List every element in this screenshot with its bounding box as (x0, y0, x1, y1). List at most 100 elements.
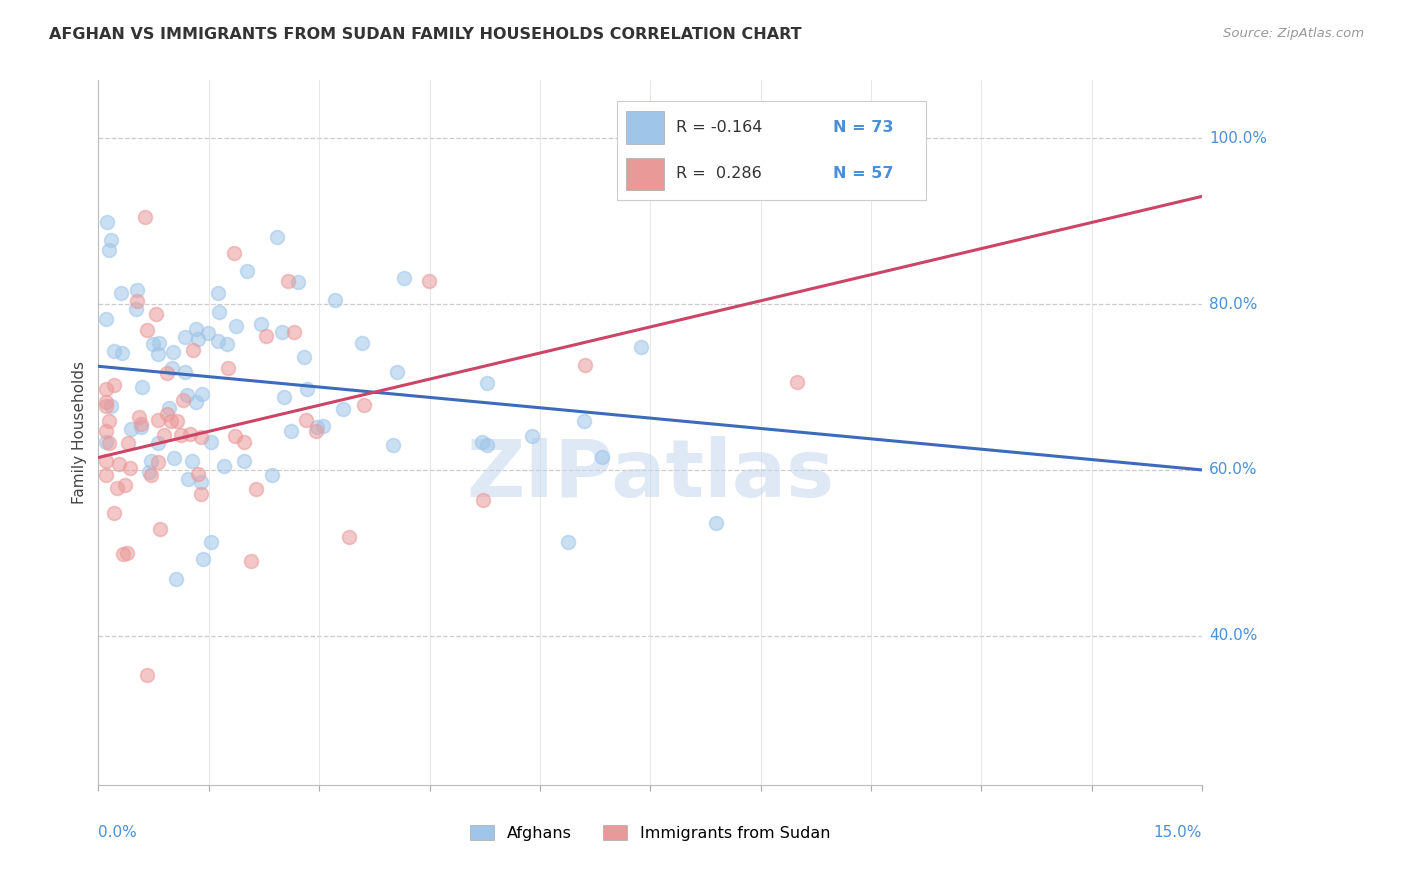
Text: 100.0%: 100.0% (1209, 131, 1267, 145)
Point (94, 424, 117, 438)
Point (574, 359, 596, 373)
Point (124, 302, 146, 317)
Point (208, 304, 231, 318)
Point (212, 459, 235, 474)
Point (105, 481, 128, 495)
Text: 15.0%: 15.0% (1154, 825, 1202, 840)
Point (283, 325, 305, 339)
Point (103, 377, 125, 392)
Point (149, 522, 172, 536)
Point (307, 420, 329, 434)
Point (385, 365, 408, 379)
Point (114, 478, 136, 492)
Text: 60.0%: 60.0% (1209, 462, 1257, 477)
Point (207, 285, 229, 300)
Point (139, 454, 162, 468)
Point (630, 340, 652, 354)
Point (266, 230, 288, 244)
Point (156, 408, 179, 422)
Point (100, 400, 122, 414)
Point (146, 455, 169, 469)
Point (129, 419, 152, 434)
Point (337, 530, 360, 544)
Point (94, 468, 117, 483)
Point (94, 434, 117, 449)
Point (557, 535, 579, 549)
Point (260, 468, 283, 483)
Point (94, 399, 117, 413)
Point (225, 319, 247, 334)
Point (96, 214, 118, 228)
Point (173, 365, 195, 379)
Point (392, 271, 415, 285)
Text: AFGHAN VS IMMIGRANTS FROM SUDAN FAMILY HOUSEHOLDS CORRELATION CHART: AFGHAN VS IMMIGRANTS FROM SUDAN FAMILY H… (49, 27, 801, 42)
Point (156, 366, 179, 380)
Legend: Afghans, Immigrants from Sudan: Afghans, Immigrants from Sudan (464, 819, 837, 847)
Point (103, 344, 125, 359)
Point (170, 428, 193, 442)
Point (166, 414, 188, 428)
Point (110, 346, 132, 360)
Point (292, 350, 315, 364)
Point (332, 401, 354, 416)
Point (142, 337, 165, 351)
Point (190, 475, 212, 489)
Point (160, 361, 183, 376)
Point (94, 382, 117, 396)
Point (184, 322, 207, 336)
Point (120, 422, 142, 436)
Point (193, 551, 215, 566)
Point (117, 436, 139, 450)
Point (107, 457, 129, 471)
Y-axis label: Family Households: Family Households (72, 361, 87, 504)
Point (94, 454, 117, 468)
Point (134, 210, 156, 224)
Point (217, 361, 239, 376)
Point (222, 245, 245, 260)
Point (187, 332, 209, 346)
Point (181, 343, 204, 358)
Point (245, 483, 267, 497)
Point (280, 424, 302, 438)
Point (786, 375, 808, 389)
Point (148, 436, 170, 450)
Point (312, 419, 335, 434)
Point (295, 382, 318, 396)
Point (153, 428, 176, 442)
Point (98, 244, 121, 258)
Point (191, 386, 214, 401)
Point (190, 487, 212, 501)
Point (187, 467, 209, 482)
Point (471, 493, 494, 508)
Point (176, 388, 198, 402)
Point (177, 472, 200, 486)
Point (131, 379, 153, 393)
Point (591, 450, 613, 464)
Point (475, 437, 498, 451)
Point (477, 376, 499, 391)
Point (138, 465, 160, 479)
Point (135, 668, 157, 682)
Point (232, 454, 254, 468)
Point (572, 414, 595, 428)
Point (94, 312, 117, 326)
Point (273, 391, 295, 405)
Point (353, 398, 375, 412)
Point (271, 325, 294, 339)
Point (98, 414, 121, 428)
Point (128, 409, 150, 424)
Point (118, 461, 141, 475)
Point (704, 516, 727, 531)
Point (148, 346, 170, 360)
Point (110, 285, 132, 300)
Point (184, 395, 207, 409)
Point (162, 345, 184, 359)
Point (295, 413, 318, 427)
Point (179, 427, 201, 442)
Point (129, 417, 152, 432)
Point (232, 434, 254, 449)
Point (224, 429, 246, 443)
Point (163, 450, 186, 465)
Point (157, 401, 180, 416)
Point (471, 434, 494, 449)
